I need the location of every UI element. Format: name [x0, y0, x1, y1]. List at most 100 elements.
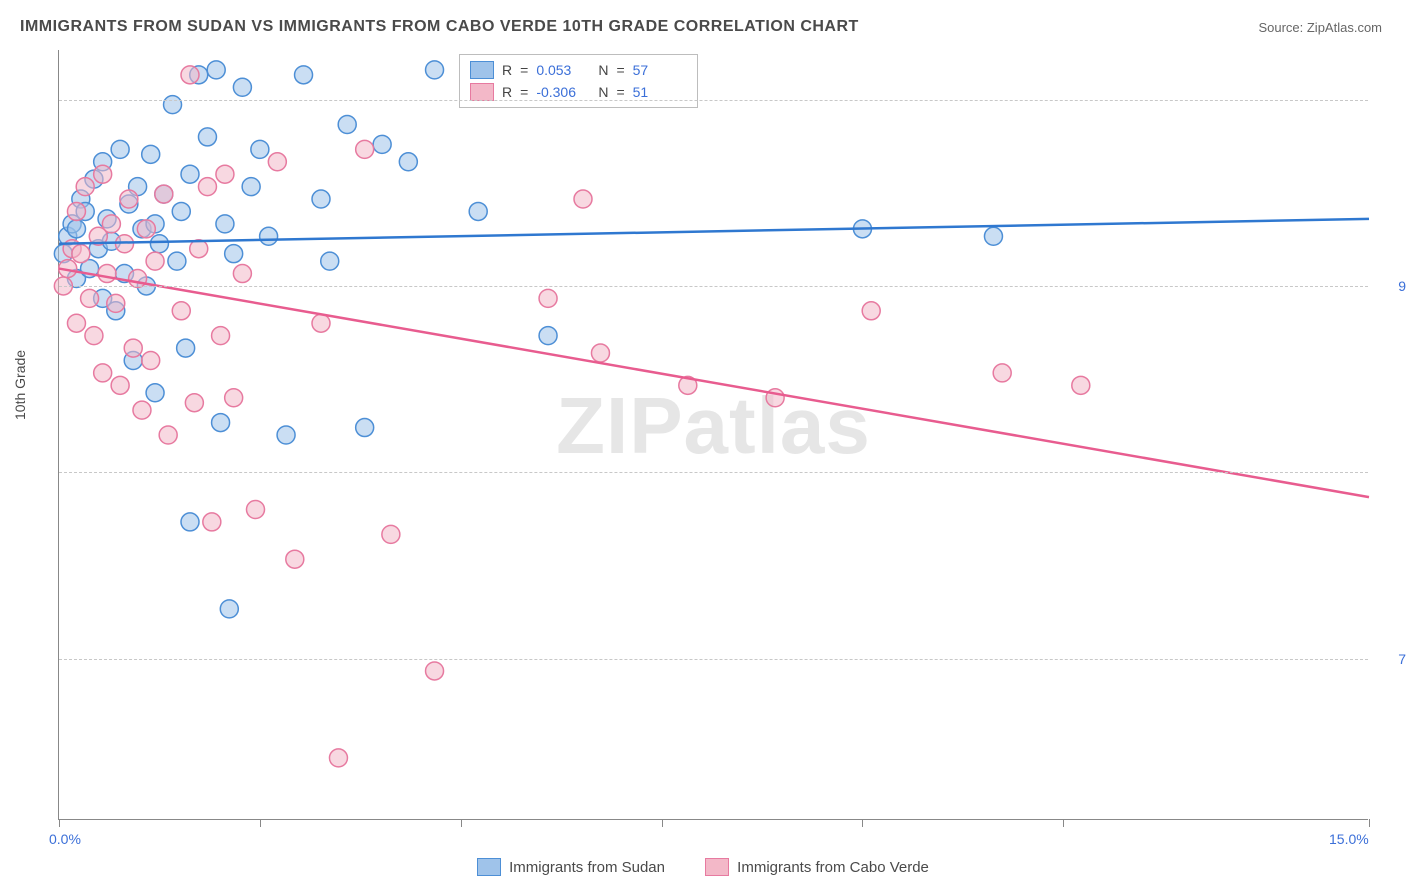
data-point — [220, 600, 238, 618]
trend-line — [59, 269, 1369, 498]
data-point — [373, 135, 391, 153]
data-point — [185, 394, 203, 412]
data-point — [329, 749, 347, 767]
data-point — [107, 294, 125, 312]
y-tick-label: 92.5% — [1378, 278, 1406, 294]
data-point — [268, 153, 286, 171]
data-point — [76, 178, 94, 196]
data-point — [177, 339, 195, 357]
x-tick — [59, 819, 60, 827]
data-point — [984, 227, 1002, 245]
trend-line — [59, 219, 1369, 244]
data-point — [155, 185, 173, 203]
data-point — [233, 265, 251, 283]
data-point — [426, 61, 444, 79]
gridline — [59, 100, 1368, 101]
data-point — [207, 61, 225, 79]
data-point — [67, 202, 85, 220]
y-axis-label: 10th Grade — [12, 350, 28, 420]
legend-item-0: Immigrants from Sudan — [477, 858, 665, 876]
x-tick — [461, 819, 462, 827]
data-point — [539, 289, 557, 307]
data-point — [172, 302, 190, 320]
data-point — [225, 245, 243, 263]
data-point — [94, 165, 112, 183]
x-tick — [662, 819, 663, 827]
data-point — [399, 153, 417, 171]
data-point — [159, 426, 177, 444]
data-point — [164, 96, 182, 114]
gridline — [59, 659, 1368, 660]
legend-item-1: Immigrants from Cabo Verde — [705, 858, 929, 876]
data-point — [203, 513, 221, 531]
data-point — [181, 66, 199, 84]
x-tick — [1063, 819, 1064, 827]
data-point — [591, 344, 609, 362]
y-tick-label: 77.5% — [1378, 651, 1406, 667]
data-point — [129, 270, 147, 288]
data-point — [85, 327, 103, 345]
data-point — [286, 550, 304, 568]
data-point — [338, 116, 356, 134]
data-point — [260, 227, 278, 245]
data-point — [150, 235, 168, 253]
data-point — [247, 501, 265, 519]
data-point — [111, 376, 129, 394]
x-tick — [862, 819, 863, 827]
data-point — [212, 327, 230, 345]
data-point — [216, 165, 234, 183]
x-tick — [260, 819, 261, 827]
gridline — [59, 286, 1368, 287]
data-point — [168, 252, 186, 270]
data-point — [81, 289, 99, 307]
data-point — [133, 401, 151, 419]
data-point — [142, 145, 160, 163]
data-point — [312, 314, 330, 332]
data-point — [67, 314, 85, 332]
legend-swatch-bottom-1 — [705, 858, 729, 876]
series-legend: Immigrants from Sudan Immigrants from Ca… — [0, 858, 1406, 880]
x-tick — [1369, 819, 1370, 827]
data-point — [312, 190, 330, 208]
plot-area: ZIPatlas R = 0.053 N = 57 R = -0.306 N =… — [58, 50, 1368, 820]
data-point — [142, 351, 160, 369]
data-point — [111, 140, 129, 158]
data-point — [216, 215, 234, 233]
data-point — [124, 339, 142, 357]
data-point — [102, 215, 120, 233]
data-point — [233, 78, 251, 96]
data-point — [137, 220, 155, 238]
legend-swatch-bottom-0 — [477, 858, 501, 876]
legend-label-0: Immigrants from Sudan — [509, 859, 665, 876]
data-point — [146, 252, 164, 270]
x-axis-label: 0.0% — [49, 831, 81, 847]
data-point — [198, 128, 216, 146]
data-point — [862, 302, 880, 320]
data-point — [120, 190, 138, 208]
data-point — [295, 66, 313, 84]
data-point — [98, 265, 116, 283]
data-point — [539, 327, 557, 345]
data-point — [212, 414, 230, 432]
data-point — [181, 165, 199, 183]
data-point — [67, 220, 85, 238]
source-label: Source: ZipAtlas.com — [1258, 20, 1382, 35]
data-point — [469, 202, 487, 220]
gridline — [59, 472, 1368, 473]
chart-svg — [59, 50, 1368, 819]
data-point — [198, 178, 216, 196]
data-point — [382, 525, 400, 543]
data-point — [277, 426, 295, 444]
data-point — [993, 364, 1011, 382]
legend-label-1: Immigrants from Cabo Verde — [737, 859, 929, 876]
data-point — [181, 513, 199, 531]
data-point — [172, 202, 190, 220]
data-point — [242, 178, 260, 196]
data-point — [72, 245, 90, 263]
data-point — [251, 140, 269, 158]
data-point — [1072, 376, 1090, 394]
data-point — [426, 662, 444, 680]
data-point — [321, 252, 339, 270]
data-point — [574, 190, 592, 208]
chart-title: IMMIGRANTS FROM SUDAN VS IMMIGRANTS FROM… — [20, 18, 859, 36]
